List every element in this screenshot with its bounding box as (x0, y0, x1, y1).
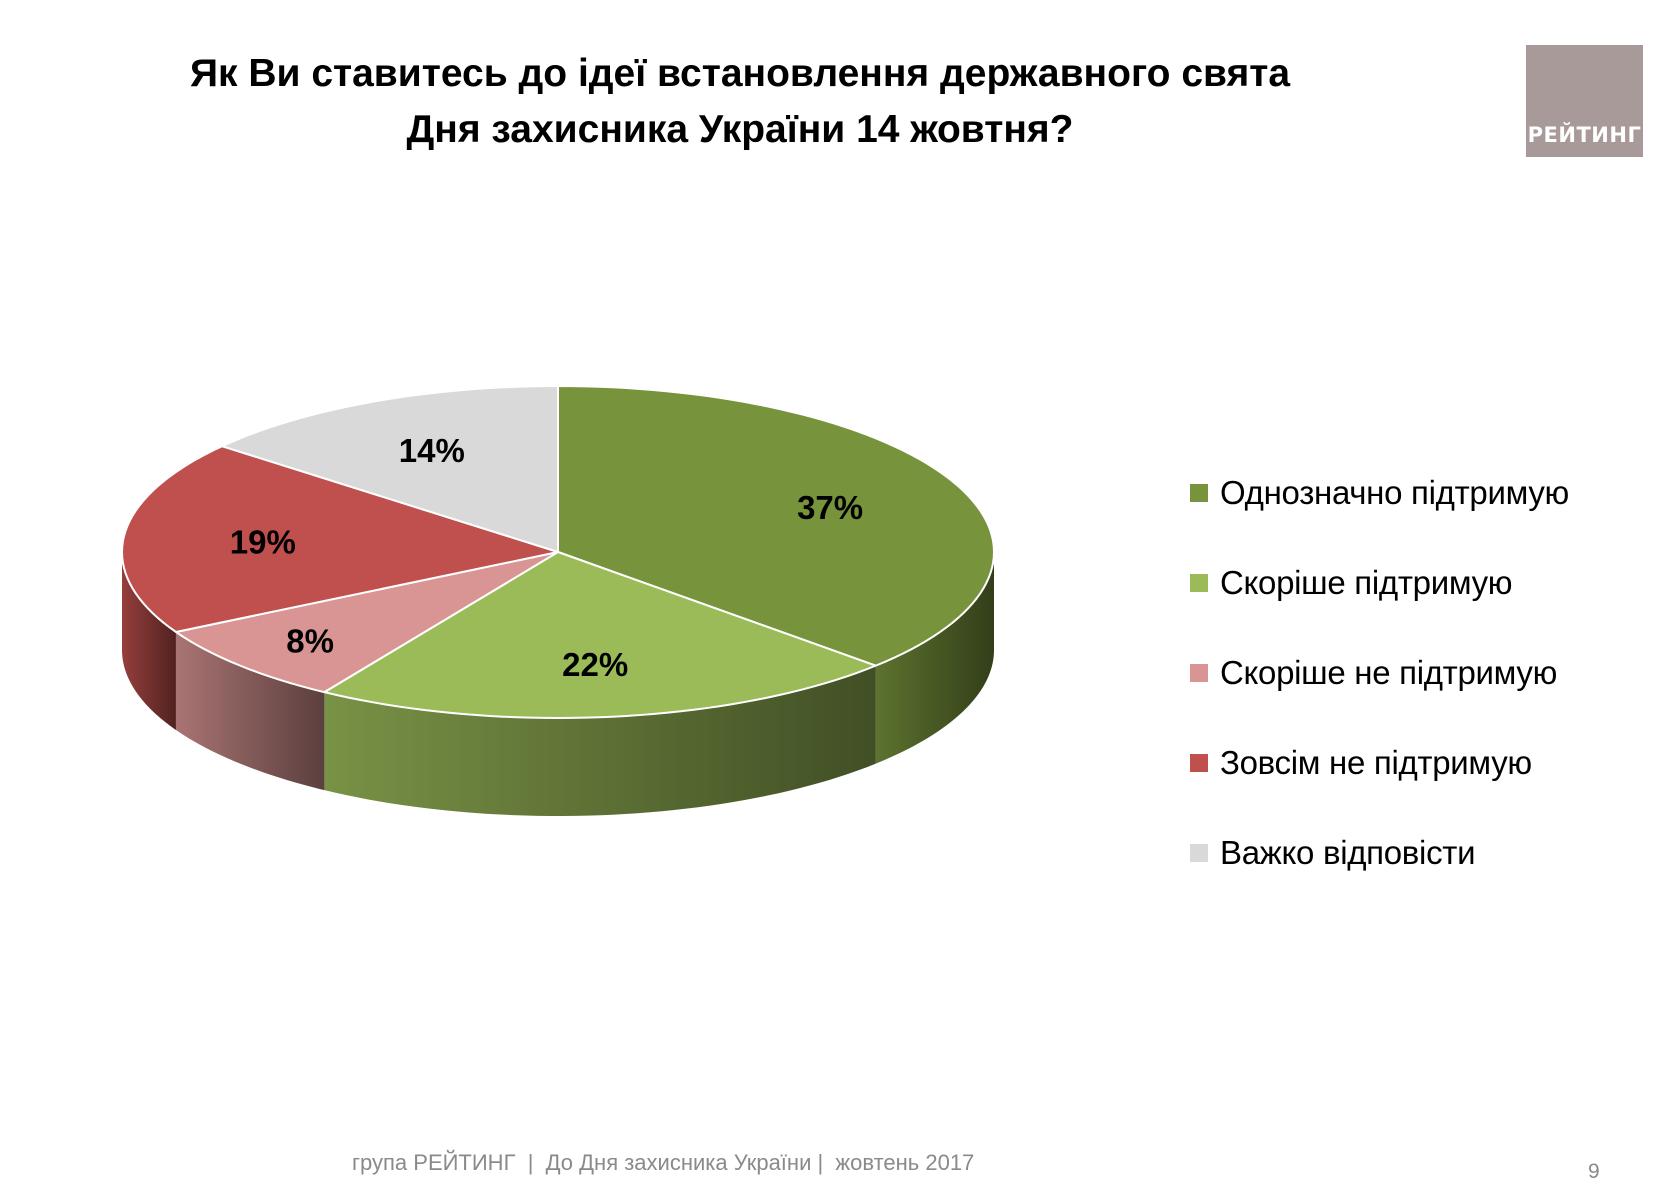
pie-data-label-5: 14% (399, 432, 465, 469)
legend-swatch (1190, 844, 1208, 862)
legend-label: Зовсім не підтримую (1220, 744, 1532, 781)
chart-title-line-2: Дня захисника України 14 жовтня? (406, 108, 1074, 151)
pie-side-3 (175, 631, 325, 791)
rating-logo: РЕЙТИНГ (1526, 45, 1643, 157)
legend-item: Зовсім не підтримую (1190, 718, 1640, 808)
legend-item: Однозначно підтримую (1190, 448, 1640, 538)
pie-data-label-1: 37% (797, 489, 863, 526)
pie-slice-4 (121, 445, 559, 633)
footer-text: група РЕЙТИНГ | До Дня захисника України… (352, 1150, 975, 1175)
legend-label: Важко відповісти (1220, 834, 1476, 871)
legend-swatch (1190, 664, 1208, 682)
pie-slice-2 (323, 551, 877, 719)
pie-slice-5 (221, 385, 559, 553)
legend-swatch (1190, 754, 1208, 772)
pie-data-labels: 37% 22% 8% 19% 14% (230, 432, 863, 683)
legend-item: Важко відповісти (1190, 808, 1640, 898)
pie-side-4 (122, 552, 176, 730)
legend-swatch (1190, 484, 1208, 502)
chart-title-line-1: Як Ви ставитесь до ідеї встановлення дер… (189, 52, 1291, 95)
pie-data-label-2: 22% (562, 646, 628, 683)
legend-item: Скоріше підтримую (1190, 538, 1640, 628)
page-number: 9 (1588, 1160, 1600, 1183)
pie-top (121, 385, 995, 719)
legend-label: Скоріше не підтримую (1220, 654, 1558, 691)
legend-swatch (1190, 574, 1208, 592)
pie-slice-3 (174, 551, 559, 694)
pie-data-label-3: 8% (286, 623, 334, 660)
legend-label: Скоріше підтримую (1220, 564, 1513, 601)
pie-slice-1 (557, 385, 995, 667)
pie-side-1 (875, 552, 994, 764)
legend-item: Скоріше не підтримую (1190, 628, 1640, 718)
chart-legend: Однозначно підтримую Скоріше підтримую Ско… (1190, 448, 1640, 898)
logo-text: РЕЙТИНГ (1527, 123, 1642, 147)
legend-label: Однозначно підтримую (1220, 474, 1569, 511)
chart-title: Як Ви ставитесь до ідеї встановлення дер… (120, 46, 1360, 158)
pie-data-label-4: 19% (230, 523, 296, 560)
